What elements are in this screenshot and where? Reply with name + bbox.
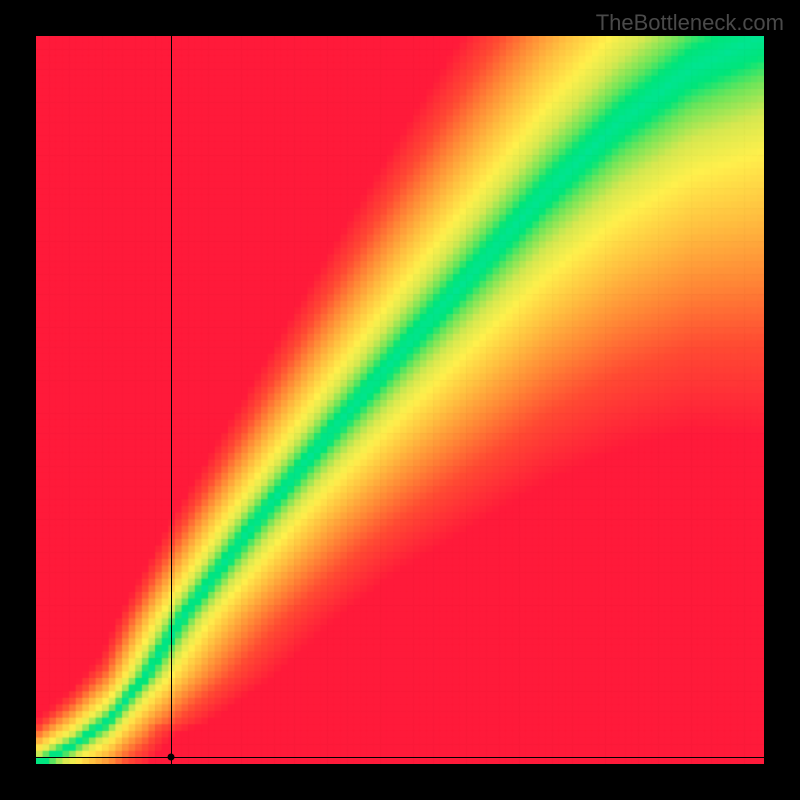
crosshair-point	[167, 753, 174, 760]
crosshair-horizontal	[36, 757, 764, 758]
heatmap-plot	[36, 36, 764, 764]
watermark: TheBottleneck.com	[596, 10, 784, 36]
heatmap-canvas	[36, 36, 764, 764]
crosshair-vertical	[171, 36, 172, 764]
